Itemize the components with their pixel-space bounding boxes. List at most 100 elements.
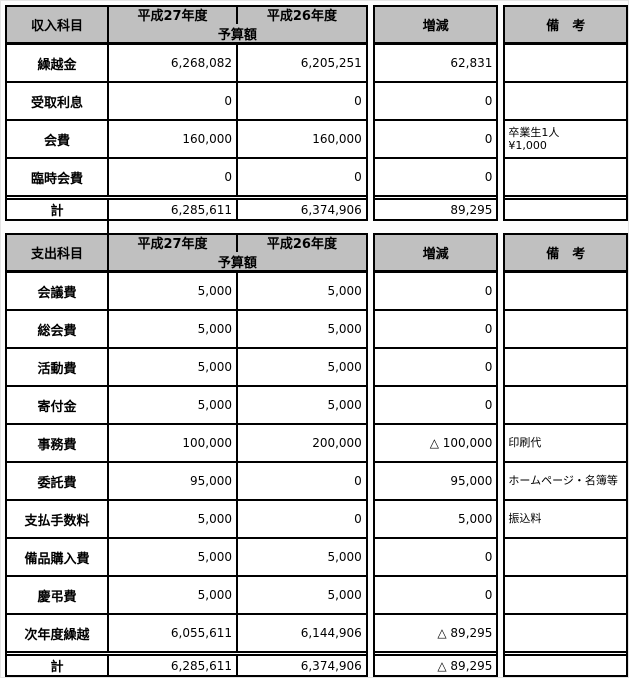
expense-note-cell (505, 613, 626, 651)
expense-header-row: 支出科目 平成27年度 平成26年度 予算額 (7, 235, 366, 271)
income-notes-box: 備 考 卒業生1人 ¥1,000 (503, 5, 628, 221)
expense-y26-amount-cell: 5,000 (327, 322, 362, 336)
income-category-cell: 受取利息 (7, 83, 109, 119)
income-notes-header: 備 考 (505, 7, 626, 43)
income-total-y26: 6,374,906 (300, 202, 362, 217)
income-y27-amount-cell: 160,000 (109, 121, 238, 157)
expense-total-row: 計 6,285,611 6,374,906 (7, 651, 366, 675)
expense-change-header: 増減 (374, 235, 497, 271)
expense-y26-amount-cell: 5,000 (327, 284, 362, 298)
expense-table-row: 次年度繰越 6,055,611 6,144,906 (7, 613, 366, 651)
expense-note-cell: ホームページ・名簿等 (505, 461, 626, 499)
expense-y27-amount-cell: 6,055,611 (109, 615, 238, 651)
expense-note-cell: 振込料 (505, 499, 626, 537)
expense-table: 支出科目 平成27年度 平成26年度 予算額 会議費 5,000 5,000 (5, 233, 628, 677)
expense-change-cell: 0 (374, 271, 497, 309)
income-total-row: 計 6,285,611 6,374,906 (7, 195, 366, 219)
income-budget-label: 予算額 (217, 28, 257, 43)
expense-total-y26: 6,374,906 (300, 658, 362, 673)
expense-y27-amount-cell: 5,000 (109, 501, 238, 537)
income-change-cell: 0 (374, 81, 497, 119)
expense-table-row: 慶弔費 5,000 5,000 (7, 575, 366, 613)
expense-table-row: 支払手数料 5,000 0 (7, 499, 366, 537)
expense-note-cell (505, 309, 626, 347)
expense-table-row: 事務費 100,000 200,000 (7, 423, 366, 461)
expense-budget-header-group: 平成27年度 平成26年度 予算額 (109, 235, 366, 271)
income-budget-header-group: 平成27年度 平成26年度 予算額 (109, 7, 366, 43)
income-y26-amount-cell: 0 (354, 170, 362, 184)
income-change-cell: 0 (374, 119, 497, 157)
expense-y27-amount-cell: 95,000 (109, 463, 238, 499)
income-change-header: 増減 (374, 7, 497, 43)
income-y27-amount-cell: 6,268,082 (109, 45, 238, 81)
income-category-header: 収入科目 (7, 7, 109, 42)
expense-category-cell: 総会費 (7, 311, 109, 347)
expense-change-cell: 0 (374, 385, 497, 423)
expense-year27-header: 平成27年度 (109, 235, 238, 252)
expense-table-row: 活動費 5,000 5,000 (7, 347, 366, 385)
expense-category-cell: 委託費 (7, 463, 109, 499)
expense-y26-amount-cell: 6,144,906 (300, 626, 362, 640)
expense-change-cell: 0 (374, 537, 497, 575)
expense-note-cell: 印刷代 (505, 423, 626, 461)
expense-total-note (505, 651, 626, 675)
expense-table-row: 総会費 5,000 5,000 (7, 309, 366, 347)
expense-main-box: 支出科目 平成27年度 平成26年度 予算額 会議費 5,000 5,000 (5, 233, 368, 677)
expense-total-change: △ 89,295 (374, 651, 497, 675)
expense-y26-amount-cell: 5,000 (327, 588, 362, 602)
expense-table-row: 寄付金 5,000 5,000 (7, 385, 366, 423)
expense-note-cell (505, 575, 626, 613)
expense-category-cell: 寄付金 (7, 387, 109, 423)
income-note-cell: 卒業生1人 ¥1,000 (505, 119, 626, 157)
income-category-cell: 会費 (7, 121, 109, 157)
expense-category-cell: 事務費 (7, 425, 109, 461)
expense-change-cell: △ 89,295 (374, 613, 497, 651)
income-table-row: 臨時会費 0 0 (7, 157, 366, 195)
expense-category-cell: 支払手数料 (7, 501, 109, 537)
expense-total-y27: 6,285,611 (109, 656, 238, 675)
expense-change-cell: 0 (374, 347, 497, 385)
income-table-row: 繰越金 6,268,082 6,205,251 (7, 43, 366, 81)
expense-y27-amount-cell: 5,000 (109, 273, 238, 309)
income-total-change: 89,295 (374, 195, 497, 219)
expense-y26-amount-cell: 200,000 (312, 436, 362, 450)
income-header-row: 収入科目 平成27年度 平成26年度 予算額 (7, 7, 366, 43)
income-total-y27: 6,285,611 (109, 200, 238, 219)
income-year26-header: 平成26年度 (266, 9, 337, 24)
expense-table-row: 会議費 5,000 5,000 (7, 271, 366, 309)
expense-notes-box: 備 考 印刷代 ホームページ・名簿等 振込料 (503, 233, 628, 677)
income-y26-amount-cell: 6,205,251 (300, 56, 362, 70)
expense-change-cell: 95,000 (374, 461, 497, 499)
expense-y26-amount-cell: 0 (354, 512, 362, 526)
expense-change-cell: 0 (374, 575, 497, 613)
income-note-cell (505, 43, 626, 81)
expense-y27-amount-cell: 5,000 (109, 577, 238, 613)
expense-y26-amount-cell: 5,000 (327, 550, 362, 564)
expense-y27-amount-cell: 5,000 (109, 349, 238, 385)
expense-y27-amount-cell: 5,000 (109, 311, 238, 347)
income-table-row: 会費 160,000 160,000 (7, 119, 366, 157)
expense-total-label: 計 (7, 656, 109, 675)
expense-y27-amount-cell: 100,000 (109, 425, 238, 461)
expense-category-cell: 慶弔費 (7, 577, 109, 613)
income-y27-amount-cell: 0 (109, 159, 238, 195)
expense-y27-amount-cell: 5,000 (109, 539, 238, 575)
expense-change-box: 増減 0 0 0 0 △ 100,000 95,000 5,000 0 0 △ … (372, 233, 499, 677)
table-divider-connector-line (107, 221, 109, 233)
income-y26-amount-cell: 160,000 (312, 132, 362, 146)
income-note-cell (505, 81, 626, 119)
expense-category-cell: 備品購入費 (7, 539, 109, 575)
income-table-row: 受取利息 0 0 (7, 81, 366, 119)
expense-y26-amount-cell: 5,000 (327, 398, 362, 412)
income-total-label: 計 (7, 200, 109, 219)
expense-table-row: 委託費 95,000 0 (7, 461, 366, 499)
expense-y26-amount-cell: 5,000 (327, 360, 362, 374)
expense-change-cell: 0 (374, 309, 497, 347)
expense-note-cell (505, 537, 626, 575)
expense-change-cell: 5,000 (374, 499, 497, 537)
expense-budget-label: 予算額 (217, 256, 257, 271)
expense-y27-amount-cell: 5,000 (109, 387, 238, 423)
income-change-cell: 62,831 (374, 43, 497, 81)
income-category-cell: 繰越金 (7, 45, 109, 81)
